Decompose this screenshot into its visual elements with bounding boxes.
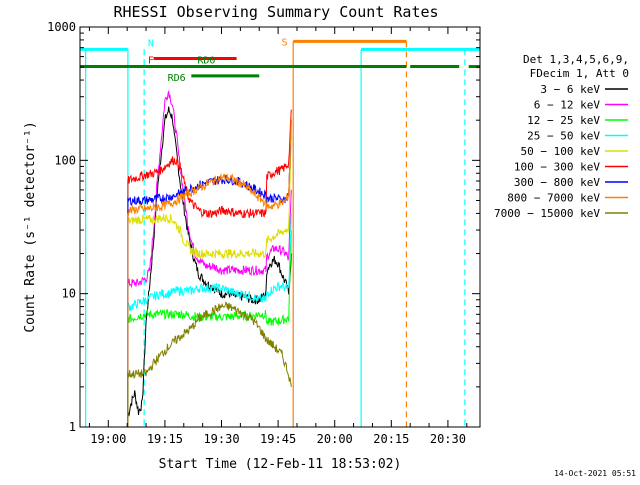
series-50-100kev bbox=[127, 136, 292, 427]
x-tick-label: 19:30 bbox=[203, 432, 239, 446]
x-tick-label: 20:30 bbox=[430, 432, 466, 446]
legend-entry-label: 100 − 300 keV bbox=[514, 161, 600, 174]
chart-title: RHESSI Observing Summary Count Rates bbox=[113, 3, 438, 21]
series-6-12kev bbox=[127, 89, 292, 427]
series-12-25kev bbox=[127, 230, 292, 427]
legend-entry-label: 50 − 100 keV bbox=[521, 145, 601, 158]
y-tick-label: 1 bbox=[69, 420, 76, 434]
series-300-800kev bbox=[127, 120, 292, 427]
legend-entry-label: 800 − 7000 keV bbox=[507, 192, 600, 205]
plot-frame bbox=[79, 26, 481, 428]
x-tick-label: 19:15 bbox=[147, 432, 183, 446]
y-axis-label: Count Rate (s⁻¹ detector⁻¹) bbox=[23, 121, 38, 332]
x-axis-label: Start Time (12-Feb-11 18:53:02) bbox=[159, 457, 402, 472]
legend-entry-label: 12 − 25 keV bbox=[527, 114, 600, 127]
y-tick-label: 100 bbox=[54, 153, 76, 167]
y-tick-label: 1000 bbox=[47, 20, 76, 34]
rd6-label: RD6 bbox=[168, 73, 186, 84]
y-tick-label: 10 bbox=[62, 287, 76, 301]
flare-label: F bbox=[148, 56, 154, 67]
x-tick-label: 19:00 bbox=[90, 432, 126, 446]
series-100-300kev bbox=[127, 109, 292, 427]
x-tick-label: 20:15 bbox=[373, 432, 409, 446]
series-25-50kev bbox=[127, 213, 292, 427]
legend-entry-label: 3 − 6 keV bbox=[540, 83, 600, 96]
legend-header-line: Det 1,3,4,5,6,9, bbox=[523, 53, 629, 66]
legend-entry-label: 300 − 800 keV bbox=[514, 176, 600, 189]
footer-timestamp: 14-Oct-2021 05:51 bbox=[554, 469, 636, 478]
saa-label: S bbox=[282, 37, 288, 48]
x-tick-label: 20:00 bbox=[317, 432, 353, 446]
night-label: N bbox=[148, 38, 154, 49]
series-800-7000kev bbox=[127, 114, 292, 427]
legend-header-line: FDecim 1, Att 0 bbox=[530, 67, 629, 80]
legend-entry-label: 6 − 12 keV bbox=[534, 99, 601, 112]
series-7000-15000kev bbox=[127, 301, 292, 427]
rd0-label: RD0 bbox=[197, 56, 215, 67]
legend-entry-label: 7000 − 15000 keV bbox=[494, 207, 600, 220]
x-tick-label: 19:45 bbox=[260, 432, 296, 446]
legend-entry-label: 25 − 50 keV bbox=[527, 130, 600, 143]
